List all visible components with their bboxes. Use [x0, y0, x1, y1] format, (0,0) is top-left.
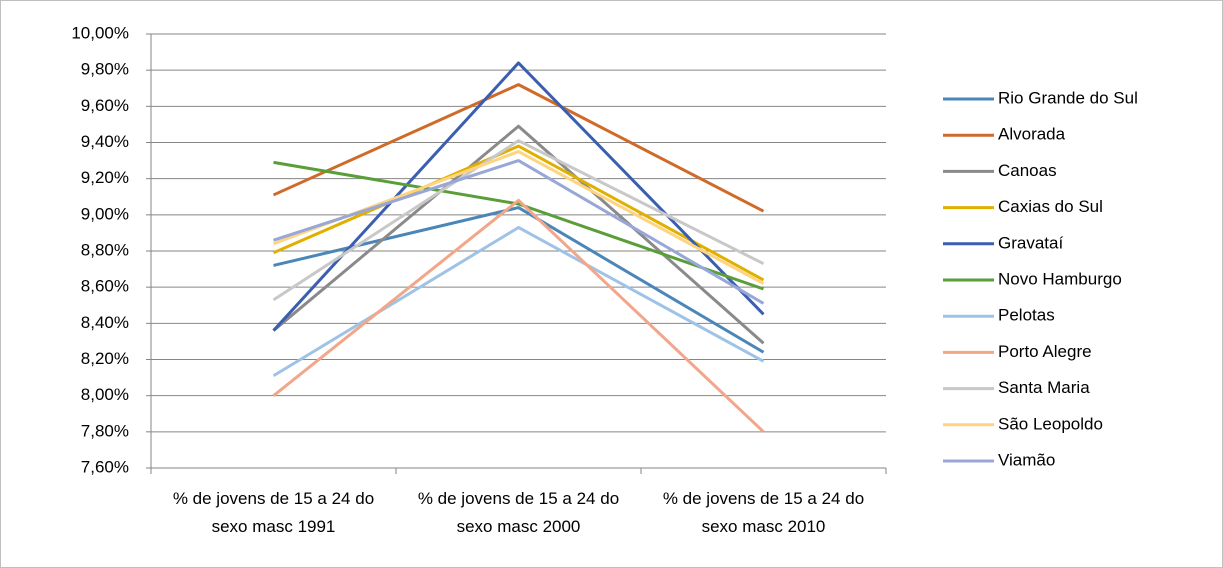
legend-label: Santa Maria [998, 378, 1090, 397]
series-line [272, 61, 765, 332]
x-tick-label: % de jovens de 15 a 24 do sexo masc 2010 [662, 489, 865, 536]
y-tick-label: 8,60% [81, 277, 129, 296]
series-line [273, 159, 765, 305]
y-tick-label: 9,00% [81, 204, 129, 223]
series-line [272, 225, 765, 378]
series-line [272, 198, 765, 433]
legend-label: Porto Alegre [998, 342, 1092, 361]
legend-label: Novo Hamburgo [998, 269, 1122, 288]
y-tick-label: 9,60% [81, 96, 129, 115]
y-tick-label: 7,80% [81, 421, 129, 440]
y-tick-label: 7,60% [81, 457, 129, 476]
y-tick-label: 8,40% [81, 313, 129, 332]
series-line [272, 144, 765, 282]
x-tick-label: % de jovens de 15 a 24 do sexo masc 2000 [417, 489, 620, 536]
y-tick-label: 8,80% [81, 240, 129, 259]
legend-label: São Leopoldo [998, 414, 1103, 433]
series-line [272, 124, 765, 345]
legend-label: Gravataí [998, 233, 1063, 252]
y-tick-label: 8,00% [81, 385, 129, 404]
legend-label: Pelotas [998, 306, 1055, 325]
legend-label: Rio Grande do Sul [998, 88, 1138, 107]
x-tick-label: % de jovens de 15 a 24 do sexo masc 1991 [172, 489, 375, 536]
y-tick-label: 8,20% [81, 349, 129, 368]
series-line [273, 160, 764, 291]
y-tick-label: 9,20% [81, 168, 129, 187]
legend-label: Alvorada [998, 125, 1066, 144]
series-line [272, 139, 765, 302]
series-line [272, 83, 765, 213]
legend-label: Canoas [998, 161, 1057, 180]
legend-label: Viamão [998, 450, 1055, 469]
y-tick-label: 9,80% [81, 60, 129, 79]
legend-label: Caxias do Sul [998, 197, 1103, 216]
y-tick-label: 10,00% [71, 23, 129, 42]
y-tick-label: 9,40% [81, 132, 129, 151]
